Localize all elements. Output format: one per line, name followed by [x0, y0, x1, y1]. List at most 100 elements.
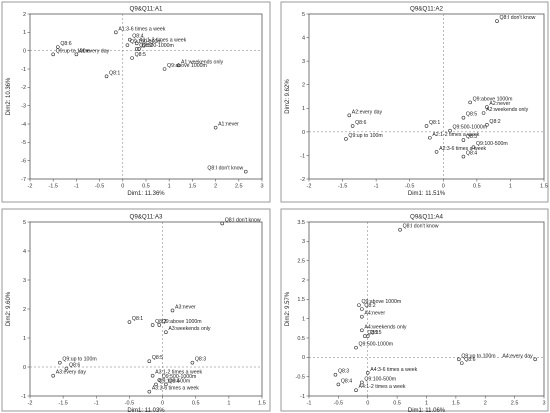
data-point-label: Q9:100-500m [130, 39, 162, 45]
data-point [448, 128, 452, 133]
chart-title: Q9&Q11:A2 [410, 6, 443, 13]
data-point [485, 122, 489, 127]
x-tick-label: 1 [168, 184, 171, 190]
data-point [471, 145, 476, 149]
x-tick-label: 1.5 [540, 184, 548, 190]
x-tick-label: 3 [542, 401, 545, 407]
x-tick-label: -2 [307, 184, 312, 190]
x-tick-label: 1.5 [189, 184, 197, 190]
y-tick-label: 2 [23, 307, 26, 313]
data-point-label: Q8:1 [367, 330, 378, 336]
data-point [170, 308, 175, 313]
data-point [360, 307, 364, 311]
x-axis-label: Dim1: 11.36% [127, 191, 165, 197]
y-tick-label: -2 [300, 177, 305, 183]
y-tick-label: -7 [21, 177, 26, 183]
chart-panel-2: Q9&Q11:A2 -2 -1.5 -1 -0.5 0 0.5 1 1.5 -2 -1 0 1 2 3 4 5 D… [280, 1, 549, 203]
data-point-label: Q8:1 [429, 120, 440, 126]
data-point-label: A4:weekends only [364, 324, 407, 330]
data-point [74, 52, 79, 57]
data-point [333, 372, 338, 377]
y-tick-label: -5 [21, 140, 26, 146]
data-point-label: A2:1-2 times a week [432, 132, 479, 138]
x-tick-label: 0 [121, 184, 124, 190]
x-tick-label: 2 [214, 184, 217, 190]
x-tick-label: 2.5 [235, 184, 243, 190]
panel-frame [280, 208, 549, 412]
x-tick-label: -0.5 [405, 184, 414, 190]
data-point-label: Q8:I don't know [500, 15, 536, 21]
data-point-label: Q8:5 [152, 355, 163, 361]
data-point-label: A3:every day [56, 370, 87, 376]
data-point-label: Q8:3 [466, 134, 477, 140]
y-axis-label: Dim2: 9.60% [6, 291, 12, 326]
data-point-label: A1:3-6 times a week [118, 26, 165, 32]
data-point [134, 41, 139, 46]
x-tick-label: 3 [260, 184, 263, 190]
data-point-label: A3:3-6 times a week [152, 386, 199, 392]
data-point-label: Q8:6 [60, 41, 71, 47]
chart-title: Q9&Q11:A4 [410, 214, 443, 221]
chart-panel-1: Q9&Q11:A1 -2 -1.5 -1 -0.5 0 0.5 1 1.5 2 2.5 3 -7 -6 -5… [1, 1, 271, 203]
chart-title: Q9&Q11:A1 [130, 6, 163, 13]
data-point-label: A2:3-6 times a week [439, 146, 486, 152]
data-point-label: Q9:up to 100m [461, 353, 495, 359]
data-point [243, 169, 248, 174]
data-point-label: Q8:I don't know [403, 224, 439, 230]
data-point-label: A4:3-6 times a week [370, 367, 417, 373]
x-tick-label: 0.5 [142, 184, 150, 190]
y-tick-label: 0.5 [297, 336, 305, 342]
data-point-label: Q8:4 [341, 378, 352, 384]
x-tick-label: 1 [227, 401, 230, 407]
data-point-label: Q8:6 [355, 120, 366, 126]
data-point-label: A4:1-2 times a week [359, 384, 406, 390]
x-tick-label: -1 [94, 401, 99, 407]
y-tick-label: 1.5 [297, 297, 305, 303]
data-point-label: A1:1-2 times a week [139, 37, 186, 43]
x-tick-label: 2.5 [511, 401, 519, 407]
data-point [360, 314, 364, 319]
y-tick-label: 1 [302, 106, 305, 112]
data-point [424, 124, 429, 128]
x-axis-label: Dim1: 11.06% [408, 408, 446, 413]
x-tick-label: 0.5 [393, 401, 401, 407]
data-point [134, 47, 139, 51]
x-tick-label: 1.5 [258, 401, 266, 407]
x-tick-label: 0 [366, 401, 369, 407]
y-tick-label: 0 [302, 130, 305, 136]
data-point-label: A3:1-2 times a week [155, 370, 202, 376]
data-point [354, 345, 358, 350]
x-tick-label: 1 [509, 184, 512, 190]
x-tick-label: -0.5 [95, 184, 104, 190]
data-point-label: A2:never [489, 101, 510, 107]
data-point [127, 320, 132, 324]
y-tick-label: 1 [23, 336, 26, 342]
data-point [434, 150, 439, 154]
data-point-label: A2:weekends only [486, 107, 529, 113]
data-point-label: A4:never [364, 311, 385, 317]
y-tick-label: -1 [21, 67, 26, 73]
x-tick-label: 0.5 [473, 184, 481, 190]
y-tick-label: 3.5 [297, 220, 305, 226]
y-tick-label: -1 [300, 394, 305, 400]
chart-panel-3: Q9&Q11:A3 -2 -1.5 -1 -0.5 0 0.5 1 1.5 -1 0 1 2 3 4 5 Dim… [1, 208, 271, 413]
data-point [213, 125, 218, 130]
data-point-label: Q8:I don't know [207, 166, 243, 172]
data-point [350, 124, 355, 128]
data-point [457, 357, 461, 362]
data-point-label: Q9:100-500m [158, 378, 190, 384]
data-point-label: A4:every day [502, 353, 533, 359]
y-axis-label: Dim2: 10.36% [6, 77, 12, 115]
data-point [164, 330, 168, 335]
y-tick-label: 3 [23, 278, 26, 284]
data-point [363, 334, 367, 338]
data-point-label: Q8:I don't know [225, 217, 261, 223]
data-point [459, 361, 464, 365]
data-point [127, 37, 132, 42]
y-axis-label: Dim2: 9.62% [285, 79, 291, 114]
data-point [114, 30, 118, 35]
y-tick-label: -4 [21, 122, 26, 128]
panel-frame [1, 1, 271, 203]
data-point [398, 227, 402, 232]
x-tick-label: -2 [28, 184, 33, 190]
